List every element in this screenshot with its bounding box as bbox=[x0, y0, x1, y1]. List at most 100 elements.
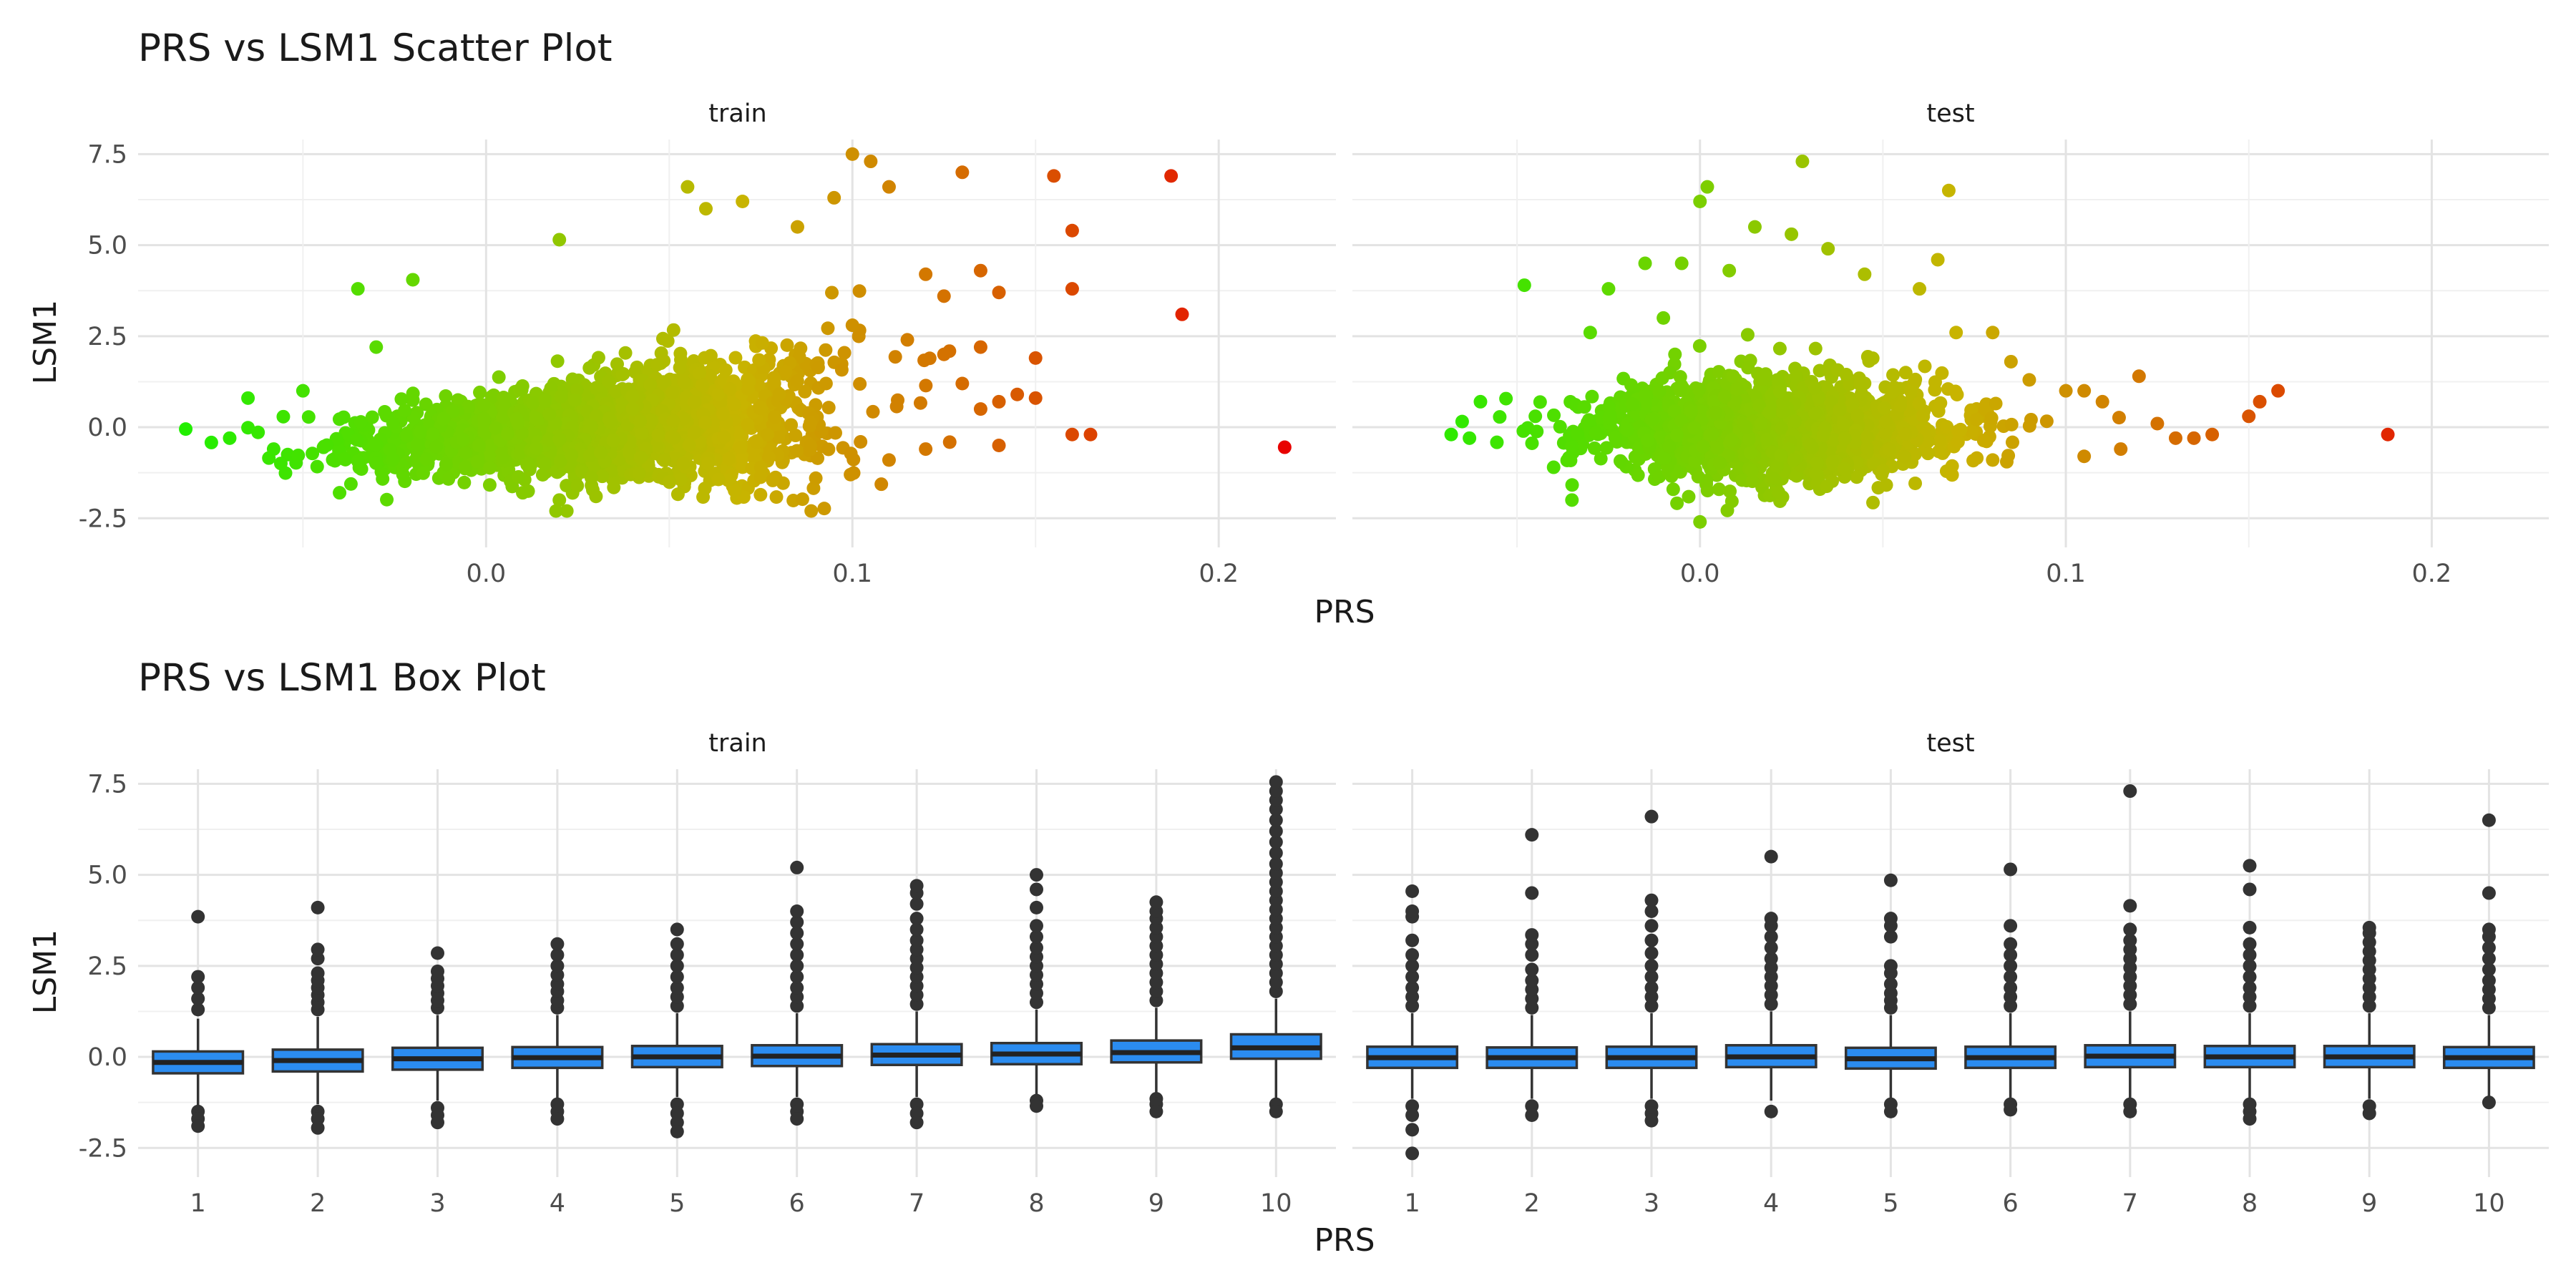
scatter-train-point bbox=[473, 385, 487, 399]
scatter-train-point bbox=[301, 410, 316, 424]
scatter-train-point bbox=[419, 397, 433, 411]
scatter-test-point bbox=[1908, 477, 1923, 491]
scatter-train-point bbox=[446, 404, 460, 419]
box-test-outlier bbox=[1405, 1146, 1420, 1161]
scatter-test-point bbox=[1624, 378, 1639, 392]
scatter-test-point bbox=[1700, 180, 1714, 194]
scatter-train-point bbox=[439, 457, 453, 472]
scatter-test-point bbox=[1855, 386, 1869, 401]
scatter-train-point bbox=[416, 466, 430, 480]
box-train-outlier bbox=[670, 970, 684, 984]
box-test-outlier bbox=[2004, 1103, 2018, 1117]
scatter-test-point bbox=[1770, 459, 1785, 474]
box-test-outlier bbox=[2362, 1106, 2376, 1121]
scatter-train-point bbox=[266, 442, 280, 457]
scatter-train-point bbox=[698, 202, 713, 216]
scatter-train-point bbox=[632, 466, 646, 480]
box-test-outlier bbox=[2004, 937, 2018, 951]
box-train-outlier bbox=[670, 948, 684, 962]
scatter-train-point bbox=[441, 472, 456, 486]
scatter-train-point bbox=[753, 401, 767, 415]
scatter-test-point bbox=[1563, 453, 1578, 467]
scatter-train-point bbox=[917, 353, 932, 368]
scatter-train-point bbox=[633, 414, 648, 429]
box-train-x-tick-label: 1 bbox=[190, 1189, 206, 1218]
scatter-train-point bbox=[521, 457, 535, 471]
scatter-train-point bbox=[406, 273, 420, 287]
scatter-test-point bbox=[2095, 394, 2109, 409]
scatter-test-point bbox=[2022, 373, 2036, 387]
scatter-test-point bbox=[1787, 414, 1802, 429]
scatter-test-point bbox=[1860, 430, 1874, 444]
scatter-train-point bbox=[550, 354, 565, 369]
scatter-test-point bbox=[1931, 404, 1946, 418]
box-train-outlier bbox=[1269, 846, 1283, 860]
box-train-outlier bbox=[670, 937, 684, 951]
scatter-train-point bbox=[552, 493, 567, 507]
scatter-train-point bbox=[819, 376, 833, 391]
scatter-train-point bbox=[296, 384, 310, 398]
scatter-test-point bbox=[2077, 449, 2092, 464]
scatter-test-point bbox=[1712, 482, 1726, 497]
scatter-test-point bbox=[1708, 406, 1722, 420]
scatter-train-point bbox=[882, 180, 896, 194]
box-train-x-tick-label: 2 bbox=[310, 1189, 326, 1218]
scatter-test-point bbox=[1933, 434, 1947, 448]
scatter-test-point bbox=[1710, 441, 1724, 455]
box-train-outlier bbox=[311, 966, 325, 980]
scatter-train-point bbox=[733, 441, 748, 455]
box-test-outlier bbox=[2482, 952, 2496, 966]
scatter-train-point bbox=[564, 448, 578, 462]
scatter-train-point bbox=[601, 374, 615, 389]
scatter-test-point bbox=[1666, 482, 1680, 497]
scatter-train-point bbox=[853, 377, 867, 391]
box-test-outlier bbox=[1644, 904, 1659, 918]
scatter-train-point bbox=[837, 346, 852, 360]
scatter-train-point bbox=[874, 477, 889, 492]
scatter-train-point bbox=[992, 286, 1006, 300]
scatter-train-point bbox=[436, 411, 451, 426]
scatter-test-point bbox=[2150, 416, 2165, 431]
scatter-test-point bbox=[1984, 411, 1999, 425]
scatter-train-point bbox=[790, 374, 804, 389]
scatter-train-point bbox=[676, 411, 691, 426]
box-train-outlier bbox=[311, 1121, 325, 1135]
box-test-outlier bbox=[1883, 959, 1898, 973]
scatter-test-point bbox=[1525, 436, 1539, 450]
scatter-train-point bbox=[618, 346, 633, 360]
box-panel-test: 1 2 3 4 5 6 7 8 9 10 bbox=[1352, 769, 2549, 1218]
scatter-test-point bbox=[1908, 372, 1923, 386]
scatter-test-point bbox=[1583, 326, 1597, 340]
scatter-train-point bbox=[753, 460, 768, 474]
scatter-test-point bbox=[2132, 369, 2146, 384]
scatter-train-point bbox=[615, 367, 630, 381]
scatter-train-point bbox=[677, 375, 691, 389]
box-test-outlier bbox=[1405, 980, 1420, 995]
scatter-test-point bbox=[2271, 384, 2285, 398]
box-test-x-tick-label: 7 bbox=[2122, 1189, 2138, 1218]
box-train-outlier bbox=[431, 1116, 444, 1130]
scatter-test-point bbox=[1976, 434, 1991, 448]
box-train-outlier bbox=[1030, 868, 1043, 882]
scatter-test-point bbox=[1613, 454, 1627, 468]
box-train-outlier bbox=[191, 992, 205, 1006]
box-train-outlier bbox=[1030, 900, 1043, 914]
scatter-test-point bbox=[1912, 396, 1926, 411]
scatter-train-point bbox=[251, 425, 265, 439]
scatter-test-point bbox=[1490, 435, 1504, 449]
box-train-x-tick-label: 7 bbox=[909, 1189, 924, 1218]
scatter-train-point bbox=[623, 447, 637, 461]
scatter-train-point bbox=[483, 461, 497, 475]
scatter-test-point bbox=[1603, 409, 1617, 423]
scatter-test-point bbox=[1986, 326, 2000, 340]
box-test-outlier bbox=[1764, 912, 1778, 926]
scatter-x-axis-title: PRS bbox=[1314, 594, 1375, 630]
scatter-test-point bbox=[1810, 467, 1824, 482]
scatter-test-point bbox=[1875, 464, 1890, 478]
scatter-test-point bbox=[1692, 339, 1707, 353]
box-train-x-tick-label: 10 bbox=[1260, 1189, 1292, 1218]
box-train-outlier bbox=[191, 1002, 205, 1017]
scatter-train-point bbox=[769, 490, 784, 504]
scatter-train-point bbox=[742, 374, 756, 389]
scatter-test-point bbox=[1601, 282, 1616, 296]
